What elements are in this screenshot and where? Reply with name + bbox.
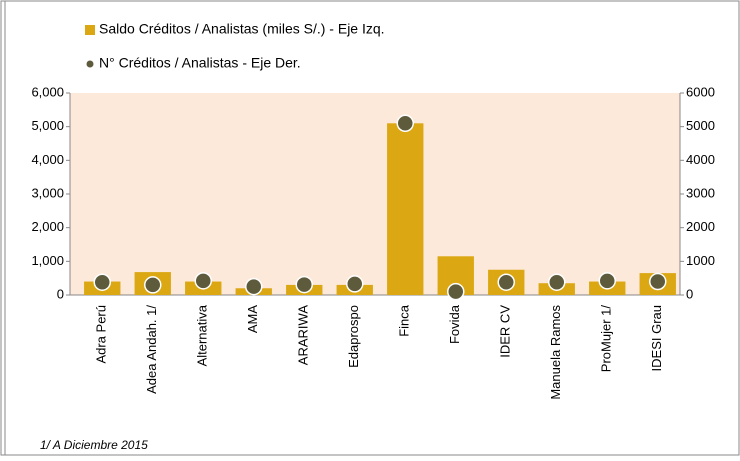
x-tick-label: Manuela Ramos <box>548 305 563 400</box>
y-tick-label: 1,000 <box>31 253 64 268</box>
legend-label: N° Créditos / Analistas - Eje Der. <box>99 55 301 71</box>
x-tick-label: Adea Andah. 1/ <box>144 305 159 394</box>
dot <box>447 282 465 301</box>
x-tick-label: Fovida <box>447 304 462 344</box>
x-tick-label: Finca <box>397 304 412 337</box>
x-tick-label: AMA <box>245 305 260 334</box>
plot-area <box>70 93 680 295</box>
y-tick-label: 6,000 <box>31 84 64 99</box>
y-tick-label: 3,000 <box>31 185 64 200</box>
x-tick-label: Edaprospo <box>346 305 361 368</box>
dot <box>346 275 364 293</box>
y-tick-label: 4,000 <box>31 152 64 167</box>
y2-tick-label: 4000 <box>686 152 715 167</box>
dot <box>396 114 414 133</box>
y-tick-label: 0 <box>57 286 64 301</box>
x-tick-label: IDESI Grau <box>649 305 664 371</box>
legend-marker <box>85 25 95 35</box>
x-tick-label: IDER CV <box>498 305 513 358</box>
x-tick-label: Adra Perú <box>94 305 109 364</box>
y-tick-label: 2,000 <box>31 219 64 234</box>
y2-tick-label: 5000 <box>686 118 715 133</box>
dot <box>548 273 566 291</box>
dot <box>194 272 212 290</box>
y2-tick-label: 1000 <box>686 253 715 268</box>
dot <box>649 272 667 291</box>
dot <box>144 276 162 294</box>
x-tick-label: ProMujer 1/ <box>599 305 614 373</box>
legend-label: Saldo Créditos / Analistas (miles S/.) -… <box>99 21 385 37</box>
y2-tick-label: 0 <box>686 286 693 301</box>
legend-marker <box>86 60 94 68</box>
dot <box>598 272 616 290</box>
footnote: 1/ A Diciembre 2015 <box>40 438 148 452</box>
bar <box>387 123 424 295</box>
dot <box>295 275 313 294</box>
x-tick-label: Alternativa <box>195 304 210 366</box>
y2-tick-label: 2000 <box>686 219 715 234</box>
y2-tick-label: 3000 <box>686 185 715 200</box>
x-tick-label: ARARIWA <box>296 305 311 366</box>
y2-tick-label: 6000 <box>686 84 715 99</box>
dot <box>497 273 515 291</box>
dot <box>93 273 111 291</box>
dot <box>245 277 263 296</box>
y-tick-label: 5,000 <box>31 118 64 133</box>
